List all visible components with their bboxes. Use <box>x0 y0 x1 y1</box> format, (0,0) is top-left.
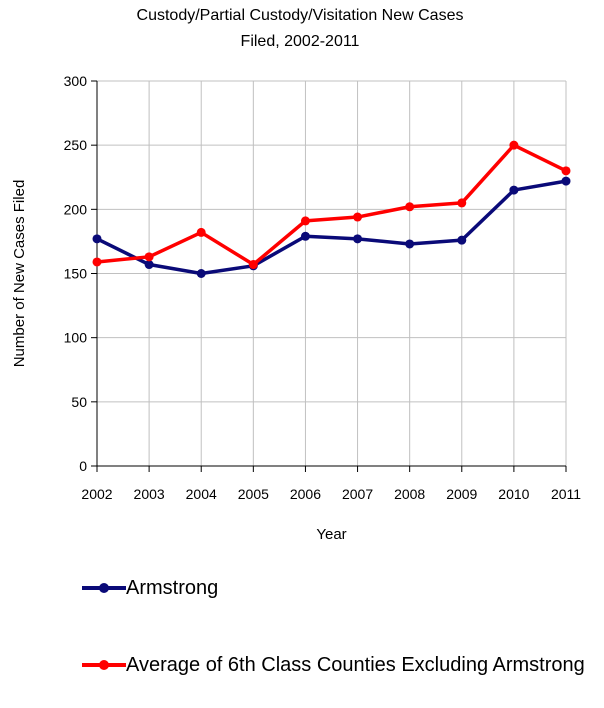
series-0-point <box>561 176 571 186</box>
x-tick-label: 2002 <box>81 486 112 502</box>
y-axis-ticks: 0 50 100 150 200 250 300 <box>64 73 97 474</box>
x-tick-label: 2003 <box>134 486 165 502</box>
chart-title-line1: Custody/Partial Custody/Visitation New C… <box>136 7 464 24</box>
x-tick-label: 2005 <box>238 486 269 502</box>
series-0-point <box>353 234 363 244</box>
series-0-point <box>92 234 102 244</box>
series-1-point <box>144 252 154 262</box>
x-tick-label: 2007 <box>342 486 373 502</box>
series-1-line <box>96 143 567 267</box>
series-1-point <box>92 257 102 267</box>
x-tick-label: 2004 <box>186 486 217 502</box>
series-0-point <box>457 235 467 245</box>
legend-swatch-average <box>82 658 126 672</box>
chart-title-line2: Filed, 2002-2011 <box>240 33 360 50</box>
y-tick-label: 150 <box>64 266 88 282</box>
y-tick-label: 50 <box>71 394 87 410</box>
series-0-line <box>96 179 567 276</box>
legend-item-armstrong: Armstrong <box>82 575 604 601</box>
series-1-point <box>405 202 415 212</box>
y-tick-label: 200 <box>64 201 88 217</box>
series-1-point <box>248 260 258 270</box>
x-axis-title: Year <box>316 526 346 543</box>
series-0-point <box>144 260 154 270</box>
legend-label-average: Average of 6th Class Counties Excluding … <box>126 654 585 676</box>
series-1-point <box>457 198 467 208</box>
y-tick-label: 0 <box>79 458 87 474</box>
series-0-point <box>405 239 415 249</box>
series-1-point <box>353 212 363 222</box>
series-1-point <box>196 227 206 237</box>
y-tick-label: 100 <box>64 330 88 346</box>
series-1-point <box>300 216 310 226</box>
series-0-point <box>509 185 519 195</box>
legend-item-average: Average of 6th Class Counties Excluding … <box>82 652 604 678</box>
series-1-point <box>561 166 571 176</box>
series-1-point <box>509 140 519 150</box>
x-axis-ticks: 2002 2003 2004 2005 2006 2007 2008 2009 2010 2011 <box>81 466 581 502</box>
y-tick-label: 250 <box>64 137 88 153</box>
gridlines <box>97 80 567 466</box>
series-0-point <box>196 269 206 278</box>
series-layer <box>92 140 571 278</box>
x-tick-label: 2006 <box>290 486 321 502</box>
legend-label-armstrong: Armstrong <box>126 577 219 599</box>
x-tick-label: 2011 <box>551 486 581 502</box>
x-tick-label: 2010 <box>498 486 529 502</box>
legend-swatch-armstrong <box>82 581 126 595</box>
x-tick-label: 2009 <box>446 486 477 502</box>
y-tick-label: 300 <box>64 73 88 89</box>
x-tick-label: 2008 <box>394 486 425 502</box>
series-0-point <box>300 231 310 241</box>
y-axis-title: Number of New Cases Filed <box>11 180 28 368</box>
